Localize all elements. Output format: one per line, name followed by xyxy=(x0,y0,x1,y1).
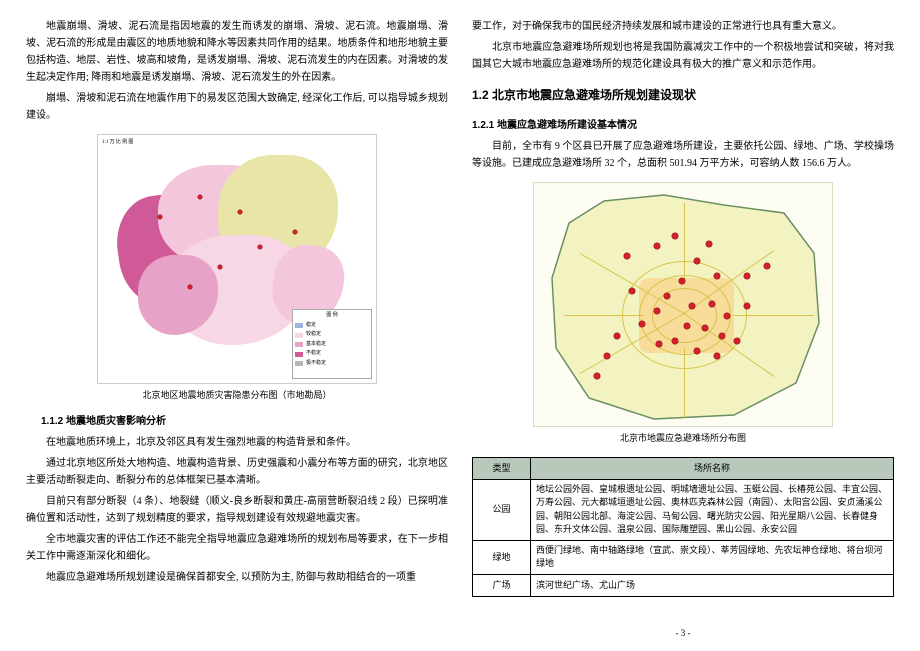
para: 目前只有部分断裂（4 条）、地裂缝（顺义-良乡断裂和黄庄-高丽营断裂沿线 2 段… xyxy=(26,493,448,527)
table-header-row: 类型 场所名称 xyxy=(473,457,894,479)
hazard-dot xyxy=(258,245,262,249)
para: 通过北京地区所处大地构造、地震构造背景、历史强震和小震分布等方面的研究，北京地区… xyxy=(26,455,448,489)
road-icon xyxy=(684,203,685,283)
page-number: - 3 - xyxy=(472,626,894,641)
right-column: 要工作，对于确保我市的国民经济持续发展和城市建设的正常进行也具有重大意义。 北京… xyxy=(472,18,894,641)
heading-1-1-2: 1.1.2 地震地质灾害影响分析 xyxy=(26,413,448,430)
hazard-dot xyxy=(218,265,222,269)
left-column: 地震崩塌、滑坡、泥石流是指因地震的发生而诱发的崩塌、滑坡、泥石流。地震崩塌、滑坡… xyxy=(26,18,448,641)
table-row: 广场 滨河世纪广场、尤山广场 xyxy=(473,574,894,596)
hazard-dot xyxy=(158,215,162,219)
table-row: 公园 地坛公园外园、皇城根遗址公园、明城墙遗址公园、玉蜓公园、长椿苑公园、丰宜公… xyxy=(473,479,894,540)
para: 北京市地震应急避难场所规划也将是我国防震减灾工作中的一个积极地尝试和突破，将对我… xyxy=(472,39,894,73)
hazard-dot xyxy=(198,195,202,199)
shelter-table: 类型 场所名称 公园 地坛公园外园、皇城根遗址公园、明城墙遗址公园、玉蜓公园、长… xyxy=(472,457,894,598)
cell-names: 滨河世纪广场、尤山广场 xyxy=(531,574,894,596)
map1: 1:1 万 比 例 图 图 例 稳定 较稳定 基本稳定 不稳定 极不稳定 xyxy=(97,134,377,384)
table-row: 绿地 西便门绿地、南中轴路绿地（宣武、崇文段）、莘芳园绿地、先农坛神仓绿地、将台… xyxy=(473,540,894,574)
cell-names: 地坛公园外园、皇城根遗址公园、明城墙遗址公园、玉蜓公园、长椿苑公园、丰宜公园、万… xyxy=(531,479,894,540)
th-type: 类型 xyxy=(473,457,531,479)
hazard-dot xyxy=(188,285,192,289)
road-icon xyxy=(684,348,685,418)
map1-legend: 图 例 稳定 较稳定 基本稳定 不稳定 极不稳定 xyxy=(292,309,372,379)
hazard-dot xyxy=(293,230,297,234)
map1-wrap: 1:1 万 比 例 图 图 例 稳定 较稳定 基本稳定 不稳定 极不稳定 xyxy=(26,134,448,403)
cell-cat: 公园 xyxy=(473,479,531,540)
map2-caption: 北京市地震应急避难场所分布图 xyxy=(620,431,746,446)
map2-wrap: 北京市地震应急避难场所分布图 xyxy=(472,182,894,446)
road-icon xyxy=(564,315,644,316)
heading-1-2: 1.2 北京市地震应急避难场所规划建设现状 xyxy=(472,85,894,105)
para: 全市地震灾害的评估工作还不能完全指导地震应急避难场所的规划布局等要求，在下一步相… xyxy=(26,531,448,565)
para: 崩塌、滑坡和泥石流在地震作用下的易发区范围大致确定, 经深化工作后, 可以指导城… xyxy=(26,90,448,124)
para: 在地震地质环境上，北京及邻区具有发生强烈地震的构造背景和条件。 xyxy=(26,434,448,451)
cell-cat: 广场 xyxy=(473,574,531,596)
map1-caption: 北京地区地震地质灾害隐患分布图（市地勘局） xyxy=(142,388,331,403)
para: 目前，全市有 9 个区县已开展了应急避难场所建设，主要依托公园、绿地、广场、学校… xyxy=(472,138,894,172)
road-icon xyxy=(734,315,814,316)
para: 要工作，对于确保我市的国民经济持续发展和城市建设的正常进行也具有重大意义。 xyxy=(472,18,894,35)
cell-cat: 绿地 xyxy=(473,540,531,574)
cell-names: 西便门绿地、南中轴路绿地（宣武、崇文段）、莘芳园绿地、先农坛神仓绿地、将台坝河绿… xyxy=(531,540,894,574)
hazard-dot xyxy=(238,210,242,214)
para: 地震崩塌、滑坡、泥石流是指因地震的发生而诱发的崩塌、滑坡、泥石流。地震崩塌、滑坡… xyxy=(26,18,448,86)
heading-1-2-1: 1.2.1 地震应急避难场所建设基本情况 xyxy=(472,117,894,134)
th-names: 场所名称 xyxy=(531,457,894,479)
map2 xyxy=(533,182,833,427)
para: 地震应急避难场所规划建设是确保首都安全, 以预防为主, 防御与救助相结合的一项重 xyxy=(26,569,448,586)
